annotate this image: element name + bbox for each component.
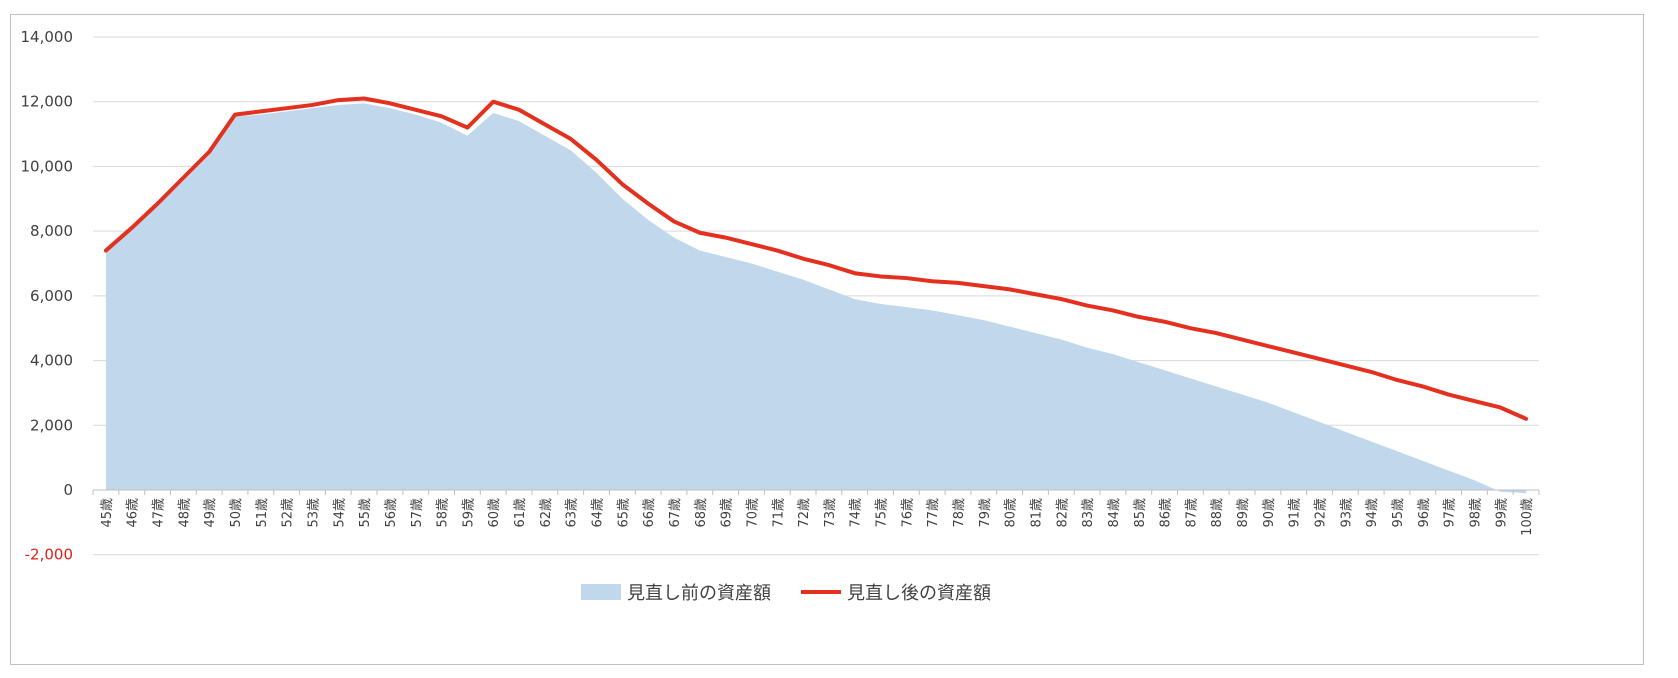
x-tick-label: 68歳 bbox=[694, 498, 709, 528]
x-tick-label: 95歳 bbox=[1391, 498, 1406, 528]
x-tick-label: 47歳 bbox=[152, 498, 167, 528]
x-tick-label: 98歳 bbox=[1468, 498, 1483, 528]
x-tick-label: 61歳 bbox=[513, 498, 528, 528]
x-tick-label: 67歳 bbox=[668, 498, 683, 528]
asset-chart: 45歳 46歳 47歳 48歳 49歳 50歳 51歳 52歳 53歳 54歳 55歳 56歳 57歳 5… bbox=[21, 28, 1540, 604]
x-tick-label: 89歳 bbox=[1236, 498, 1251, 528]
x-tick-label: 88歳 bbox=[1210, 498, 1225, 528]
x-tick-label: 99歳 bbox=[1494, 498, 1509, 528]
x-tick-label: 49歳 bbox=[203, 498, 218, 528]
x-tick-label: 75歳 bbox=[875, 498, 890, 528]
x-tick-label: 48歳 bbox=[177, 498, 192, 528]
x-tick-label: 82歳 bbox=[1055, 498, 1070, 528]
x-tick-label: 94歳 bbox=[1365, 498, 1380, 528]
x-tick-label: 74歳 bbox=[849, 498, 864, 528]
legend-swatch-area bbox=[581, 584, 621, 600]
x-tick-label: 45歳 bbox=[100, 498, 115, 528]
x-tick-label: 71歳 bbox=[771, 498, 786, 528]
y-tick-label: 6,000 bbox=[30, 287, 73, 305]
x-tick-label: 65歳 bbox=[616, 498, 631, 528]
x-tick-label: 53歳 bbox=[306, 498, 321, 528]
x-tick-label: 93歳 bbox=[1339, 498, 1354, 528]
x-tick-label: 83歳 bbox=[1081, 498, 1096, 528]
x-tick-label: 85歳 bbox=[1133, 498, 1148, 528]
y-tick-label: 12,000 bbox=[21, 93, 74, 111]
x-tick-label: 54歳 bbox=[332, 498, 347, 528]
y-tick-label: 8,000 bbox=[30, 222, 73, 240]
x-tick-label: 90歳 bbox=[1262, 498, 1277, 528]
x-tick-label: 72歳 bbox=[797, 498, 812, 528]
y-tick-label: 4,000 bbox=[30, 352, 73, 370]
x-tick-label: 58歳 bbox=[436, 498, 451, 528]
x-tick-label: 57歳 bbox=[410, 498, 425, 528]
y-tick-label: 14,000 bbox=[21, 28, 74, 46]
x-tick-label: 77歳 bbox=[926, 498, 941, 528]
line-series bbox=[103, 96, 1529, 421]
x-tick-label: 81歳 bbox=[1029, 498, 1044, 528]
chart-frame: 45歳 46歳 47歳 48歳 49歳 50歳 51歳 52歳 53歳 54歳 55歳 56歳 57歳 5… bbox=[10, 14, 1644, 665]
x-tick-label: 79歳 bbox=[978, 498, 993, 528]
x-tick-label: 66歳 bbox=[642, 498, 657, 528]
x-tick-label: 96歳 bbox=[1417, 498, 1432, 528]
x-tick-label: 91歳 bbox=[1288, 498, 1303, 528]
x-tick-label: 92歳 bbox=[1314, 498, 1329, 528]
y-tick-label: 10,000 bbox=[21, 157, 74, 175]
x-tick-label: 73歳 bbox=[823, 498, 838, 528]
x-tick-label: 70歳 bbox=[745, 498, 760, 528]
x-tick-label: 46歳 bbox=[126, 498, 141, 528]
x-tick-label: 51歳 bbox=[255, 498, 270, 528]
x-tick-label: 84歳 bbox=[1107, 498, 1122, 528]
x-tick-label: 59歳 bbox=[461, 498, 476, 528]
legend-label-before: 見直し前の資産額 bbox=[627, 583, 771, 604]
x-tick-label: 100歳 bbox=[1520, 498, 1535, 536]
x-tick-label: 56歳 bbox=[384, 498, 399, 528]
legend-label-after: 見直し後の資産額 bbox=[847, 583, 991, 604]
x-tick-label: 63歳 bbox=[565, 498, 580, 528]
x-tick-label: 64歳 bbox=[591, 498, 606, 528]
x-tick-label: 78歳 bbox=[952, 498, 967, 528]
area-series bbox=[105, 103, 1527, 494]
y-tick-label: 0 bbox=[63, 481, 73, 499]
x-tick-label: 69歳 bbox=[720, 498, 735, 528]
x-tick-label: 62歳 bbox=[539, 498, 554, 528]
x-tick-label: 76歳 bbox=[900, 498, 915, 528]
x-tick-label: 55歳 bbox=[358, 498, 373, 528]
x-tick-label: 87歳 bbox=[1184, 498, 1199, 528]
x-tick-label: 80歳 bbox=[1004, 498, 1019, 528]
x-tick-label: 52歳 bbox=[281, 498, 296, 528]
x-tick-label: 97歳 bbox=[1443, 498, 1458, 528]
x-tick-label: 86歳 bbox=[1159, 498, 1174, 528]
x-tick-label: 60歳 bbox=[487, 498, 502, 528]
x-tick-label: 50歳 bbox=[229, 498, 244, 528]
y-tick-label: -2,000 bbox=[25, 546, 73, 564]
y-tick-label: 2,000 bbox=[30, 416, 73, 434]
